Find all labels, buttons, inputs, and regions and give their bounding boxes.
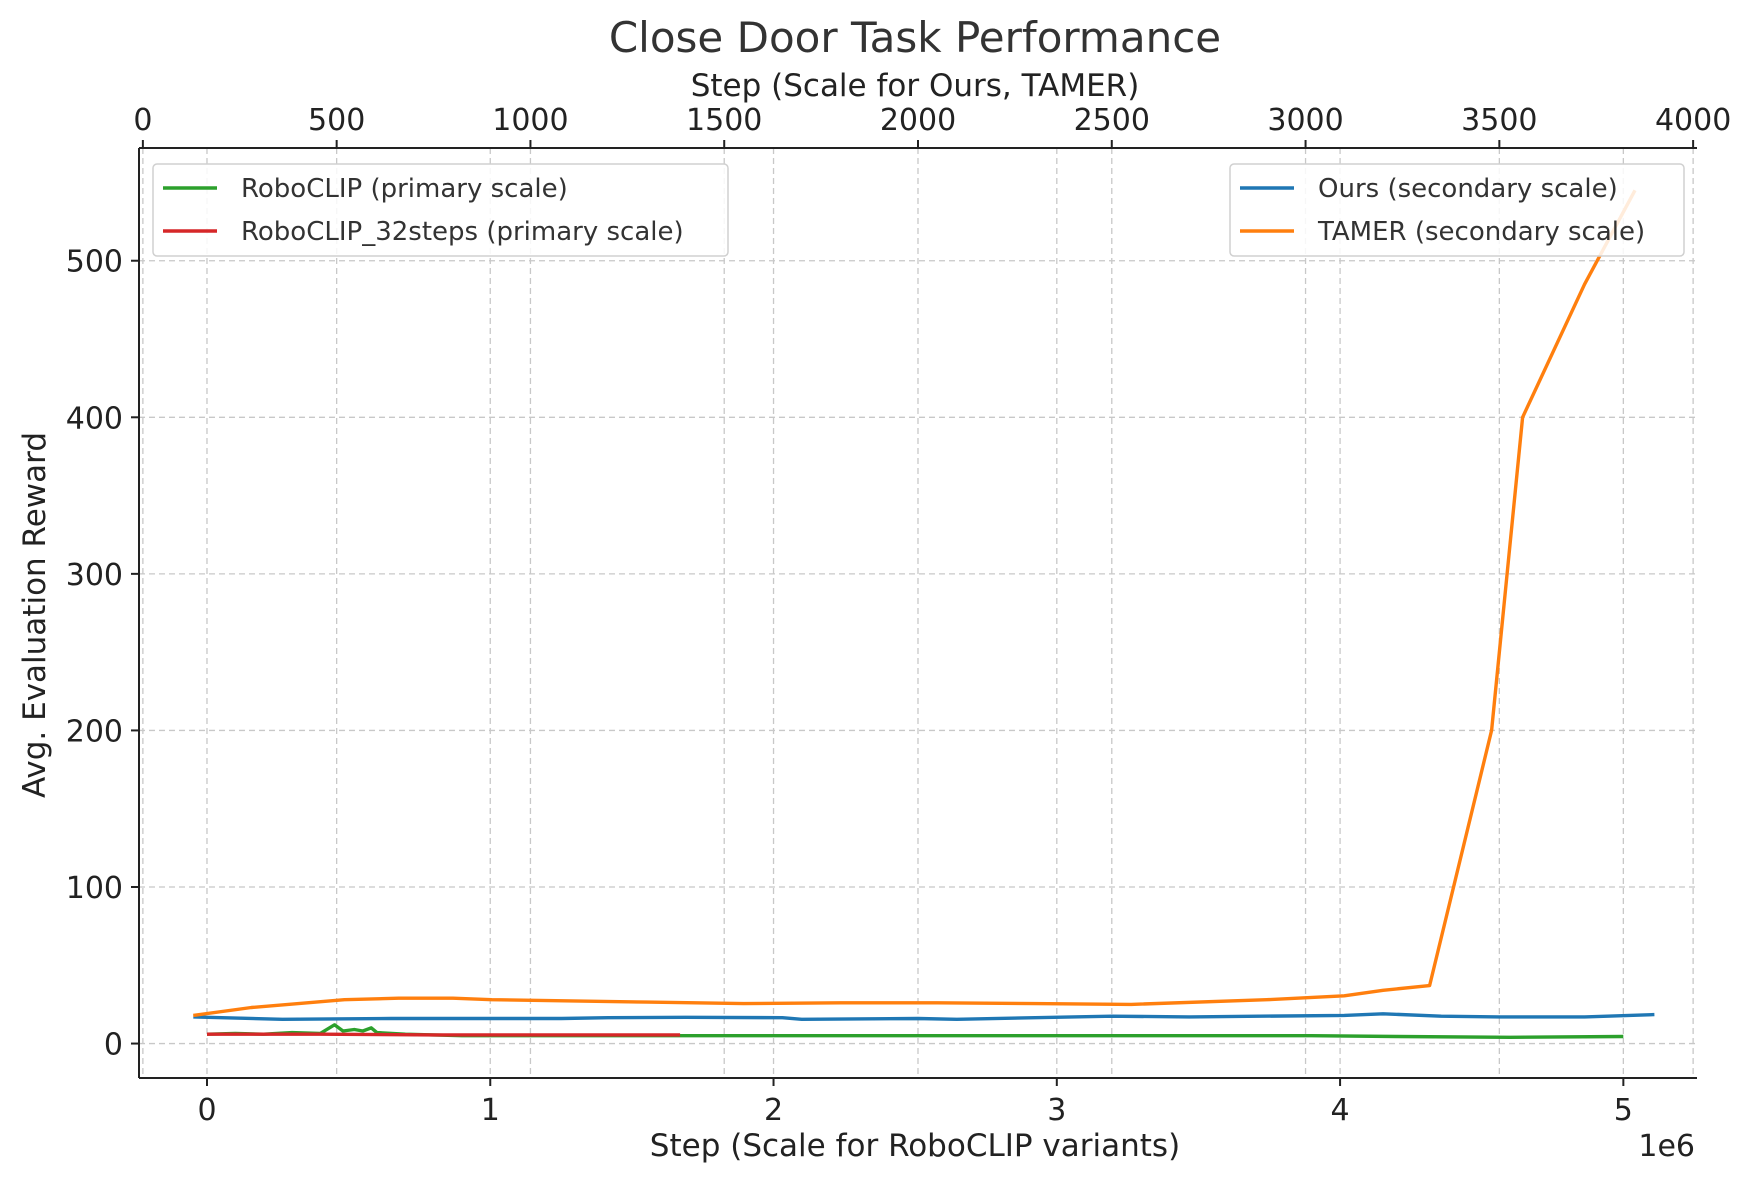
series-line-roboclip-32steps — [207, 1032, 681, 1037]
primary-x-tick-label: 1 — [481, 1093, 500, 1128]
grid-layer — [139, 148, 1697, 1078]
primary-x-tick-label: 2 — [764, 1093, 783, 1128]
series-line-tamer — [193, 189, 1637, 1018]
secondary-x-tick-label: 2500 — [1074, 103, 1150, 138]
legend-label: RoboCLIP (primary scale) — [241, 174, 568, 204]
legend-label: Ours (secondary scale) — [1318, 174, 1618, 204]
primary-x-axis-title: Step (Scale for RoboCLIP variants) — [650, 1128, 1180, 1164]
secondary-x-tick-label: 500 — [308, 103, 365, 138]
axes-layer: 0 100 200 300 400 500 0 1 2 3 4 5 0 500 1000 1500 2000 25… — [66, 103, 1732, 1128]
secondary-x-tick-label: 0 — [133, 103, 152, 138]
primary-x-tick-label: 4 — [1331, 1093, 1350, 1128]
secondary-x-tick-label: 4000 — [1655, 103, 1731, 138]
primary-x-tick-label: 3 — [1047, 1093, 1066, 1128]
legend-top-left: RoboCLIP (primary scale) RoboCLIP_32steps… — [152, 163, 729, 257]
legend-top-right: Ours (secondary scale) TAMER (secondary s… — [1229, 163, 1685, 257]
chart-title: Close Door Task Performance — [609, 13, 1221, 62]
series-layer — [193, 189, 1655, 1039]
legend-label: RoboCLIP_32steps (primary scale) — [241, 217, 684, 247]
series-line-ours — [193, 1012, 1655, 1021]
secondary-x-tick-label: 1000 — [492, 103, 568, 138]
primary-x-offset-label: 1e6 — [1638, 1129, 1695, 1164]
secondary-x-tick-label: 2000 — [880, 103, 956, 138]
y-tick-label: 400 — [66, 401, 123, 436]
legend-frame — [1229, 163, 1685, 257]
legend-label: TAMER (secondary scale) — [1317, 217, 1645, 247]
primary-x-tick-label: 5 — [1614, 1093, 1633, 1128]
y-tick-label: 500 — [66, 245, 123, 280]
secondary-x-tick-label: 3000 — [1267, 103, 1343, 138]
y-tick-label: 100 — [66, 871, 123, 906]
y-axis-title: Avg. Evaluation Reward — [17, 432, 53, 798]
y-tick-label: 0 — [104, 1028, 123, 1063]
primary-x-tick-label: 0 — [197, 1093, 216, 1128]
secondary-x-axis-title: Step (Scale for Ours, TAMER) — [691, 68, 1140, 104]
y-tick-label: 200 — [66, 714, 123, 749]
secondary-x-tick-label: 3500 — [1461, 103, 1537, 138]
legend-frame — [152, 163, 729, 257]
y-tick-label: 300 — [66, 558, 123, 593]
secondary-x-tick-label: 1500 — [686, 103, 762, 138]
legend-layer: RoboCLIP (primary scale) RoboCLIP_32steps… — [152, 163, 1685, 257]
